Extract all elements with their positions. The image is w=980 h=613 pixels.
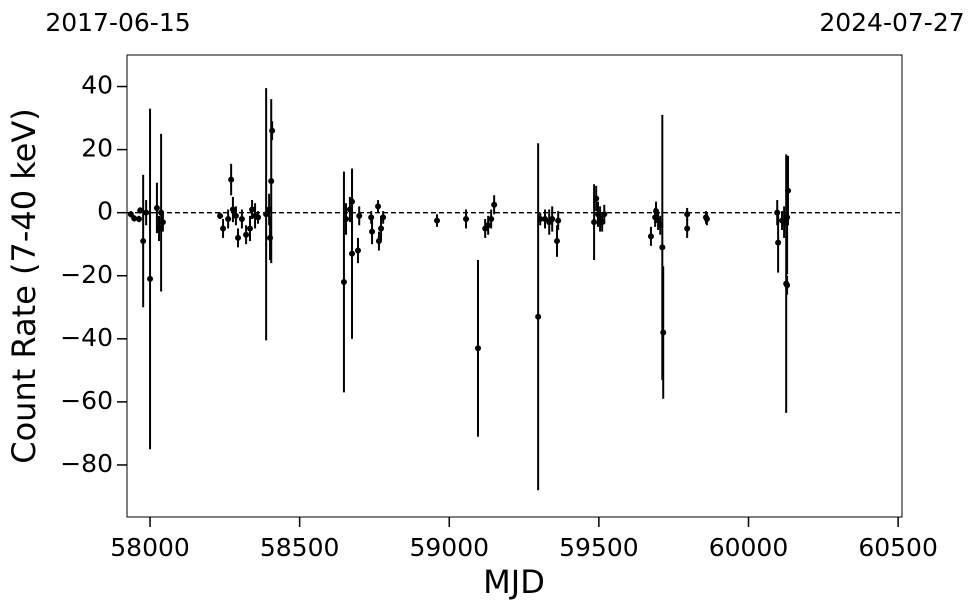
data-point <box>774 209 781 216</box>
data-point <box>463 215 470 222</box>
data-point <box>491 201 498 208</box>
x-tick-label: 59000 <box>410 533 490 562</box>
data-point <box>238 215 245 222</box>
data-point <box>375 203 382 210</box>
data-point <box>653 208 660 215</box>
data-point <box>158 209 165 216</box>
data-point <box>655 217 662 224</box>
data-point <box>131 215 138 222</box>
data-point <box>140 238 147 245</box>
data-point <box>703 215 710 222</box>
data-point <box>657 222 664 229</box>
y-tick-label: 0 <box>97 197 113 226</box>
data-point <box>380 214 387 221</box>
data-point <box>349 198 356 205</box>
data-point <box>217 212 224 219</box>
data-point <box>228 176 235 183</box>
data-point <box>784 214 791 221</box>
y-tick-label: 20 <box>81 134 113 163</box>
data-point <box>225 215 232 222</box>
data-point <box>263 211 270 218</box>
x-tick-label: 58500 <box>260 533 340 562</box>
data-point <box>147 275 154 282</box>
data-point <box>591 219 598 226</box>
data-point <box>542 215 549 222</box>
data-point <box>255 214 262 221</box>
data-point <box>555 217 562 224</box>
data-point <box>137 207 144 214</box>
data-point <box>784 282 791 289</box>
x-axis-label: MJD <box>483 563 545 601</box>
data-point <box>535 313 542 320</box>
x-tick-label: 58000 <box>110 533 190 562</box>
start-date-label: 2017-06-15 <box>45 8 190 37</box>
y-tick-label: −40 <box>60 323 113 352</box>
data-point <box>143 209 150 216</box>
data-point <box>355 247 362 254</box>
data-point <box>235 234 242 241</box>
y-tick-label: −60 <box>60 386 113 415</box>
data-point <box>378 225 385 232</box>
data-point <box>775 239 782 246</box>
x-tick-label: 59500 <box>559 533 639 562</box>
data-point <box>553 238 560 245</box>
data-point <box>220 225 227 232</box>
data-point <box>599 219 606 226</box>
data-point <box>660 329 667 336</box>
y-tick-label: −80 <box>60 449 113 478</box>
end-date-label: 2024-07-27 <box>819 8 964 37</box>
y-tick-label: 40 <box>81 71 113 100</box>
data-point <box>135 215 142 222</box>
data-point <box>243 231 250 238</box>
data-point <box>684 225 691 232</box>
data-point <box>647 233 654 240</box>
data-point <box>488 215 495 222</box>
data-point <box>369 228 376 235</box>
data-point <box>485 222 492 229</box>
data-point <box>375 238 382 245</box>
data-point <box>349 250 356 257</box>
x-tick-label: 60500 <box>858 533 938 562</box>
data-point <box>549 215 556 222</box>
data-point <box>537 215 544 222</box>
data-point <box>340 279 347 286</box>
data-point <box>232 212 239 219</box>
plot-frame <box>126 54 903 518</box>
data-point <box>266 206 273 213</box>
data-point <box>268 178 275 185</box>
data-point <box>593 195 600 202</box>
data-point <box>781 219 788 226</box>
data-point <box>601 211 608 218</box>
y-tick-label: −20 <box>60 260 113 289</box>
data-point <box>368 214 375 221</box>
data-point <box>269 127 276 134</box>
x-tick-label: 60000 <box>709 533 789 562</box>
data-point <box>659 244 666 251</box>
data-point <box>474 345 481 352</box>
data-point <box>229 206 236 213</box>
data-point <box>784 187 791 194</box>
data-point <box>246 225 253 232</box>
data-point <box>127 211 134 218</box>
data-point <box>356 212 363 219</box>
data-point <box>267 234 274 241</box>
data-point <box>153 204 160 211</box>
data-point <box>343 215 350 222</box>
data-point <box>434 217 440 224</box>
data-point <box>249 206 256 213</box>
data-point <box>594 211 601 218</box>
data-point <box>684 211 691 218</box>
y-axis-label: Count Rate (7-40 keV) <box>5 108 43 463</box>
data-point <box>156 225 163 232</box>
data-point <box>159 219 166 226</box>
data-point <box>346 206 353 213</box>
